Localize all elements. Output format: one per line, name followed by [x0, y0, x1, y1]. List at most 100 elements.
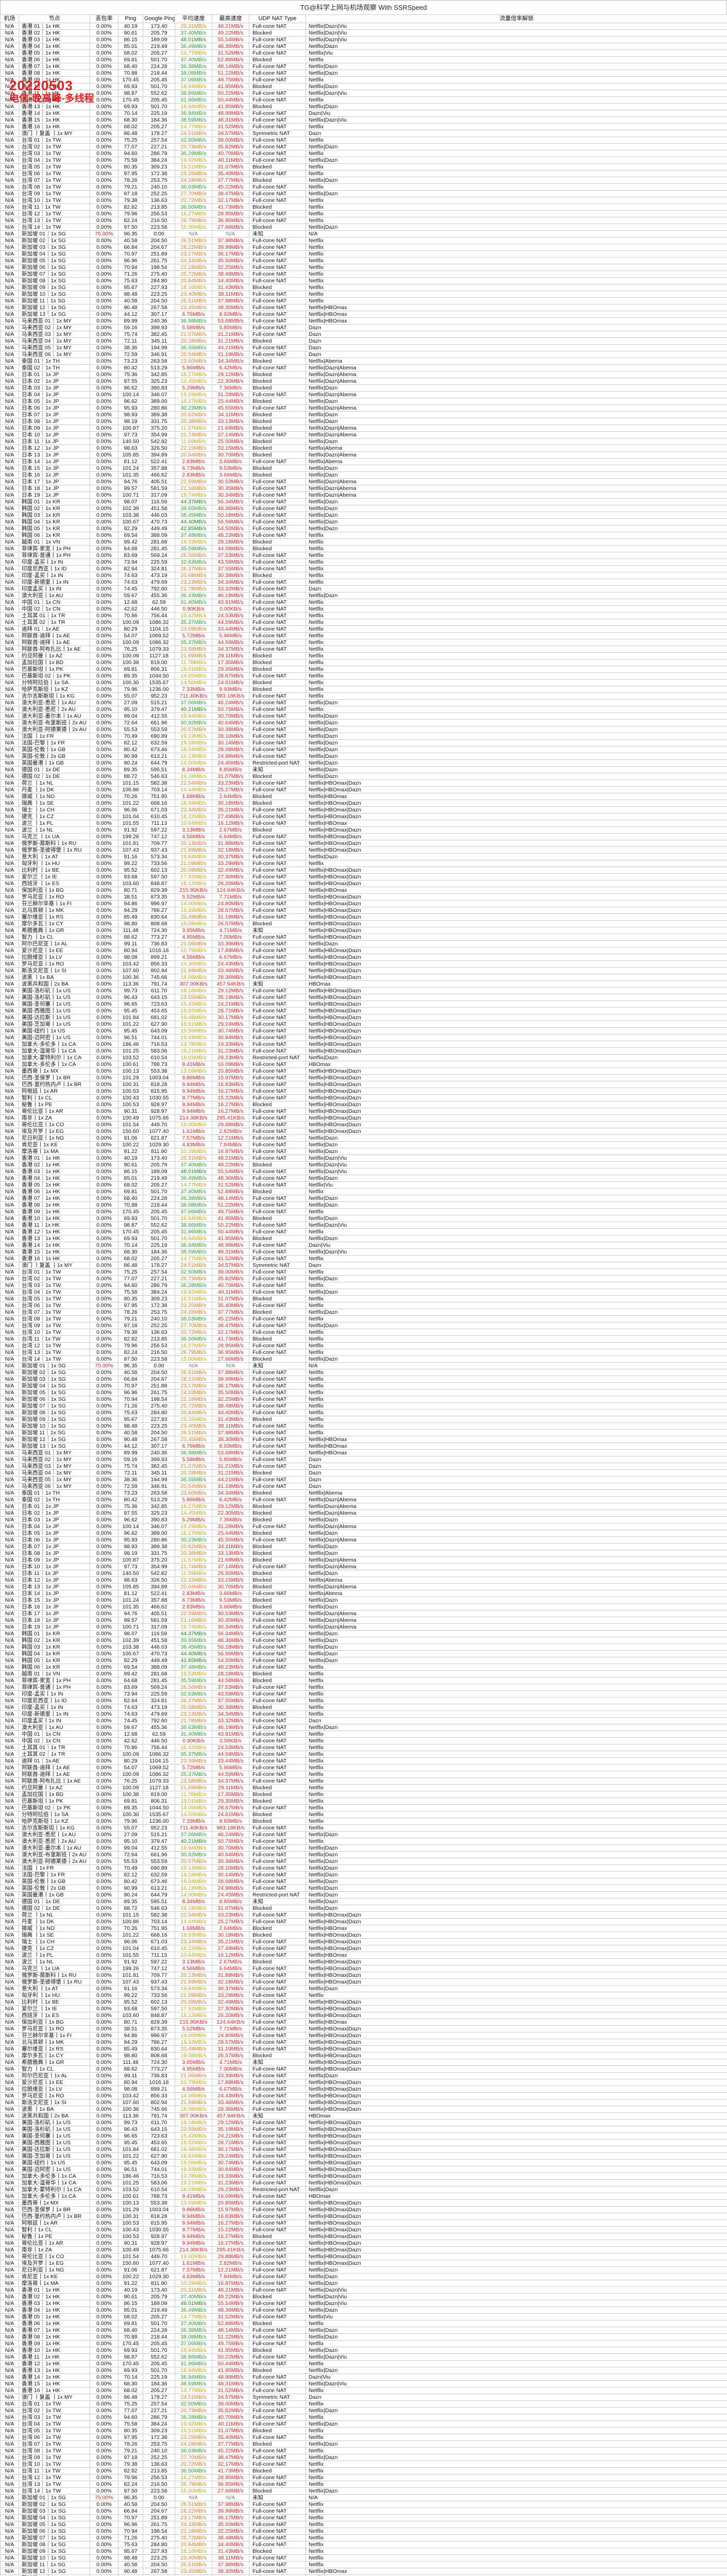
cell-ping: 102.39 — [118, 1637, 143, 1644]
table-row: N/A 加拿大-多伦多丨1x CA 0.00% 186.46 716.53 13.78MB… — [0, 2173, 727, 2180]
cell-avg-speed: 19.33MB/s — [175, 2039, 212, 2046]
cell-loss: 0.00% — [90, 337, 119, 345]
cell-loss: 0.00% — [90, 1228, 119, 1235]
cell-loss: 0.00% — [90, 1717, 119, 1724]
cell-loss: 0.00% — [90, 1114, 119, 1122]
cell-node: 美国-洛杉矶丨1x US — [19, 994, 90, 1001]
cell-google-ping: 412.55 — [143, 1844, 175, 1852]
cell-airport: N/A — [0, 2025, 19, 2032]
cell-google-ping: 1086.32 — [143, 619, 175, 626]
cell-max-speed: 983.18KB/s — [212, 692, 249, 700]
cell-node: 德国 02｜1x DE — [19, 1905, 90, 1912]
cell-ping: 85.49 — [118, 913, 143, 921]
cell-ping: 105.85 — [118, 451, 143, 459]
cell-nat-type: Full-cone NAT — [249, 492, 306, 499]
cell-airport: N/A — [0, 867, 19, 874]
table-row: N/A 日本 03｜1x JP 0.00% 96.62 390.83 5.29MB/s 7.… — [0, 1516, 727, 1523]
cell-node: 英国曼港丨1x GB — [19, 1891, 90, 1899]
cell-loss: 0.00% — [90, 2501, 119, 2508]
cell-avg-speed: 36.03MB/s — [175, 2447, 212, 2454]
cell-avg-speed: 16.17MB/s — [175, 1530, 212, 1537]
cell-avg-speed: 19.01MB/s — [175, 1798, 212, 1805]
cell-nat-type: Blocked — [249, 920, 306, 927]
cell-unlock: Netflix|Dazn — [306, 739, 727, 747]
cell-max-speed: 49.75MB/s — [212, 76, 249, 83]
cell-nat-type: Full-cone NAT — [249, 552, 306, 559]
cell-ping: 86.15 — [118, 2300, 143, 2307]
cell-max-speed: 983.18KB/s — [212, 1824, 249, 1832]
cell-unlock: Netflix — [306, 197, 727, 204]
cell-airport: N/A — [0, 746, 19, 753]
cell-node: 澳大利亚-悉尼丨2x AU — [19, 1838, 90, 1845]
cell-node: 台湾 04｜1x TW — [19, 157, 90, 164]
cell-google-ping: 346.07 — [143, 391, 175, 398]
cell-unlock: Netflix|HBOmax|Dazn — [306, 2153, 727, 2160]
cell-unlock: Netflix — [306, 183, 727, 191]
cell-avg-speed: 36.50MB/s — [175, 1335, 212, 1343]
cell-google-ping: 263.58 — [143, 358, 175, 365]
cell-node: 印度-孟买丨1x IN — [19, 1704, 90, 1711]
cell-airport: N/A — [0, 1456, 19, 1463]
cell-max-speed: 32.49MB/s — [212, 1998, 249, 2006]
cell-airport: N/A — [0, 1603, 19, 1611]
cell-ping: 98.87 — [118, 1222, 143, 1229]
cell-loss: 0.00% — [90, 2420, 119, 2428]
cell-loss: 0.00% — [90, 1958, 119, 1965]
cell-google-ping: 223.58 — [143, 2487, 175, 2495]
cell-unlock: Netflix — [306, 1791, 727, 1798]
cell-nat-type: Blocked — [249, 2347, 306, 2354]
cell-max-speed: 29.35MB/s — [212, 1798, 249, 1805]
cell-airport: N/A — [0, 485, 19, 492]
cell-max-speed: 30.35MB/s — [212, 1617, 249, 1624]
cell-max-speed: 37.98MB/s — [212, 2561, 249, 2568]
cell-airport: N/A — [0, 177, 19, 184]
cell-node: 捷克 丨1x CZ — [19, 1945, 90, 1952]
cell-ping: 82.64 — [118, 1697, 143, 1704]
cell-loss: 0.00% — [90, 1777, 119, 1785]
cell-avg-speed: 20.04MB/s — [175, 451, 212, 459]
cell-google-ping: 267.58 — [143, 1436, 175, 1443]
cell-ping: 100.09 — [118, 639, 143, 646]
cell-node: 日本 16｜1x JP — [19, 471, 90, 479]
cell-airport: N/A — [0, 1416, 19, 1423]
cell-ping: 82.24 — [118, 1349, 143, 1356]
cell-nat-type: Full-cone NAT — [249, 2561, 306, 2568]
cell-unlock: Netflix|Dazn — [306, 438, 727, 445]
cell-airport: N/A — [0, 431, 19, 438]
cell-google-ping: 178.27 — [143, 1262, 175, 1269]
cell-loss: 0.00% — [90, 2240, 119, 2247]
cell-unlock: Netflix|HBOmax|Dazn — [306, 1081, 727, 1088]
cell-ping: 75.25 — [118, 137, 143, 144]
table-row: N/A 法国-巴黎丨1x FR 0.00% 82.12 632.59 19.18MB/s 3… — [0, 1871, 727, 1878]
table-row: N/A 波黑共和国丨2x BA 0.00% 113.36 791.74 307.00KB/… — [0, 2112, 727, 2120]
cell-ping: 94.60 — [118, 1282, 143, 1289]
cell-airport: N/A — [0, 1188, 19, 1195]
cell-airport: N/A — [0, 190, 19, 197]
table-row: N/A 新加坡 03｜1x SG 0.00% 66.84 204.67 28.22MB/s… — [0, 2507, 727, 2515]
cell-nat-type: Blocked — [249, 572, 306, 579]
cell-airport: N/A — [0, 2340, 19, 2347]
cell-avg-speed: 23.55MB/s — [175, 994, 212, 1001]
cell-max-speed: 54.50MB/s — [212, 1657, 249, 1664]
table-row: N/A 马来西亚 04｜1x MY 0.00% 72.11 345.11 20.28MB/… — [0, 337, 727, 345]
cell-nat-type: Full-cone NAT — [249, 1463, 306, 1470]
cell-max-speed: 50.22MB/s — [212, 2353, 249, 2361]
cell-nat-type: Full-cone NAT — [249, 779, 306, 787]
cell-airport: N/A — [0, 2119, 19, 2126]
cell-loss: 0.00% — [90, 2528, 119, 2535]
cell-airport: N/A — [0, 579, 19, 586]
cell-avg-speed: 215.95KB/s — [175, 2019, 212, 2026]
cell-airport: N/A — [0, 103, 19, 110]
cell-loss: 0.00% — [90, 1175, 119, 1182]
cell-nat-type: Blocked — [249, 659, 306, 666]
cell-nat-type: Full-cone NAT — [249, 1965, 306, 1972]
cell-google-ping: 466.62 — [143, 471, 175, 479]
cell-node: 韩国 04｜1x KR — [19, 518, 90, 526]
cell-max-speed: 25.27MB/s — [212, 786, 249, 793]
cell-ping: 100.22 — [118, 2273, 143, 2280]
cell-unlock: Netflix|HBOmax|Dazn — [306, 2206, 727, 2213]
cell-ping: 99.42 — [118, 538, 143, 546]
cell-airport: N/A — [0, 1489, 19, 1497]
cell-avg-speed: 44.37MB/s — [175, 498, 212, 505]
cell-ping: 94.76 — [118, 1610, 143, 1617]
